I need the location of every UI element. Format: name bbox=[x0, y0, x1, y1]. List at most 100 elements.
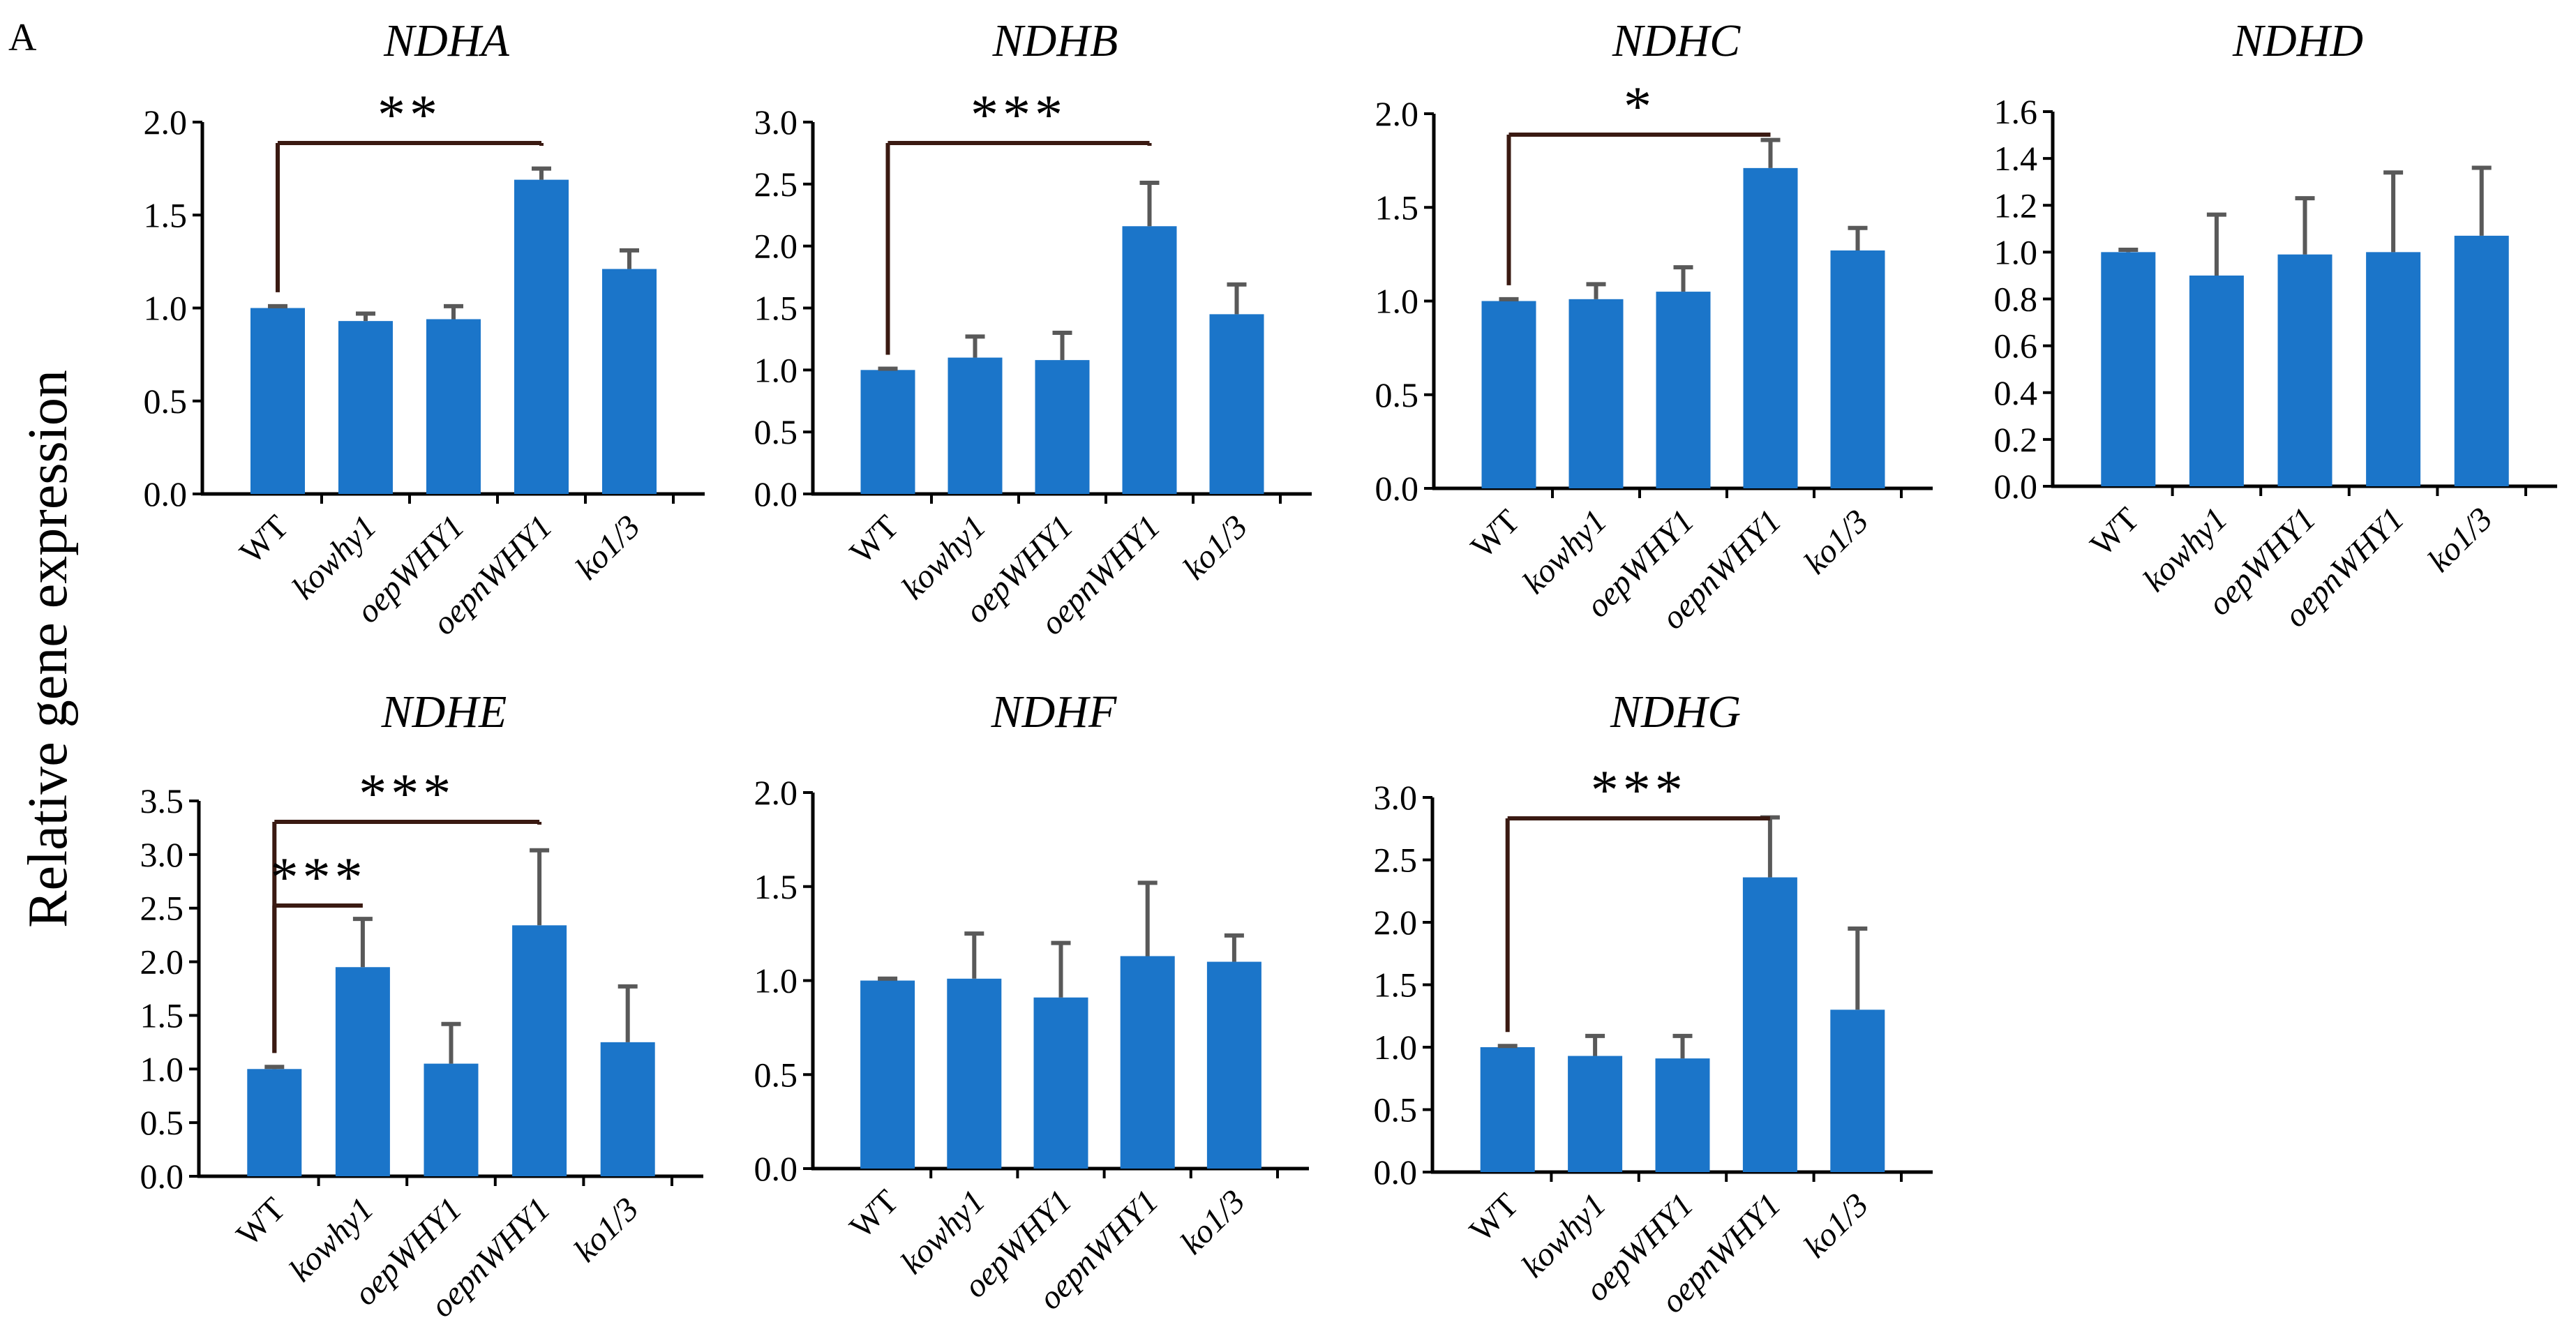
y-tick-label: 0.0 bbox=[1374, 1153, 1418, 1192]
category-label: ko1/3 bbox=[1176, 508, 1255, 587]
y-tick-label: 1.5 bbox=[144, 195, 188, 234]
bar-ko1-3 bbox=[1830, 250, 1885, 488]
y-tick-label: 0.4 bbox=[1994, 373, 2038, 412]
y-tick-label: 1.5 bbox=[1374, 966, 1418, 1005]
bar-kowhy1 bbox=[1568, 1056, 1623, 1172]
bar-kowhy1 bbox=[948, 357, 1003, 494]
bar-oepnwhy1 bbox=[512, 925, 567, 1176]
y-tick-label: 3.0 bbox=[754, 103, 798, 142]
chart-title: NDHC bbox=[1612, 15, 1741, 66]
chart-title: NDHF bbox=[991, 686, 1117, 737]
significance-label: * bbox=[1624, 76, 1656, 137]
bar-oepnwhy1 bbox=[1122, 226, 1177, 494]
y-tick-label: 1.0 bbox=[1994, 232, 2038, 271]
bar-oepnwhy1 bbox=[514, 179, 569, 494]
y-tick-label: 1.0 bbox=[144, 289, 188, 328]
y-tick-label: 2.0 bbox=[140, 943, 184, 982]
y-tick-label: 0.5 bbox=[144, 382, 188, 421]
y-tick-label: 3.0 bbox=[140, 835, 184, 874]
bar-oepwhy1 bbox=[1656, 292, 1711, 488]
category-label: WT bbox=[1462, 1186, 1525, 1249]
y-tick-label: 1.6 bbox=[1994, 92, 2038, 131]
category-label: WT bbox=[843, 508, 906, 571]
y-tick-label: 2.0 bbox=[1375, 94, 1419, 133]
y-tick-label: 1.5 bbox=[1375, 188, 1419, 227]
y-tick-label: 0.2 bbox=[1994, 420, 2038, 459]
bar-ko1-3 bbox=[1830, 1010, 1885, 1172]
bar-kowhy1 bbox=[338, 321, 393, 494]
y-tick-label: 1.5 bbox=[140, 996, 184, 1035]
chart-title: NDHD bbox=[2232, 15, 2363, 66]
bar-oepwhy1 bbox=[2277, 254, 2332, 486]
y-tick-label: 0.0 bbox=[140, 1157, 184, 1196]
y-tick-label: 0.0 bbox=[1375, 469, 1419, 508]
y-tick-label: 1.4 bbox=[1994, 139, 2038, 178]
y-tick-label: 0.6 bbox=[1994, 327, 2038, 366]
chart-ndha: NDHA0.00.51.01.52.0WTkowhy1oepWHY1oepnWH… bbox=[144, 15, 705, 642]
bar-oepwhy1 bbox=[1655, 1058, 1710, 1172]
y-tick-label: 1.0 bbox=[140, 1049, 184, 1088]
y-tick-label: 2.5 bbox=[754, 165, 798, 204]
y-tick-label: 3.5 bbox=[140, 781, 184, 820]
y-tick-label: 1.5 bbox=[754, 289, 798, 328]
y-tick-label: 0.8 bbox=[1994, 280, 2038, 319]
significance-label: *** bbox=[1591, 760, 1687, 821]
significance-label: *** bbox=[971, 84, 1067, 146]
category-label: ko1/3 bbox=[569, 508, 647, 587]
y-tick-label: 1.0 bbox=[754, 961, 798, 1000]
y-tick-label: 2.0 bbox=[754, 773, 798, 812]
y-tick-label: 0.0 bbox=[754, 1149, 798, 1188]
category-label: WT bbox=[230, 1190, 292, 1253]
category-label: ko1/3 bbox=[1797, 1186, 1875, 1265]
bar-oepwhy1 bbox=[424, 1063, 479, 1176]
y-tick-label: 0.5 bbox=[1374, 1090, 1418, 1130]
bar-wt bbox=[250, 308, 305, 494]
bar-ko1-3 bbox=[600, 1042, 655, 1176]
bar-oepnwhy1 bbox=[1120, 956, 1175, 1169]
category-label: WT bbox=[2083, 500, 2146, 563]
bar-oepnwhy1 bbox=[2366, 252, 2421, 486]
significance-label: *** bbox=[359, 763, 455, 825]
bar-wt bbox=[860, 370, 915, 494]
category-label: WT bbox=[1464, 502, 1527, 565]
y-tick-label: 0.5 bbox=[1375, 375, 1419, 414]
y-tick-label: 2.5 bbox=[140, 889, 184, 928]
y-tick-label: 2.0 bbox=[1374, 903, 1418, 942]
chart-ndhf: NDHF0.00.51.01.52.0WTkowhy1oepWHY1oepnWH… bbox=[754, 686, 1309, 1316]
y-tick-label: 0.5 bbox=[140, 1103, 184, 1142]
y-tick-label: 0.0 bbox=[1994, 467, 2038, 506]
y-tick-label: 0.5 bbox=[754, 1055, 798, 1094]
y-axis-label: Relative gene expression bbox=[17, 370, 79, 928]
category-label: ko1/3 bbox=[1797, 502, 1875, 581]
y-tick-label: 0.5 bbox=[754, 412, 798, 451]
chart-title: NDHA bbox=[383, 15, 509, 66]
category-label: WT bbox=[843, 1183, 906, 1245]
chart-title: NDHG bbox=[1610, 686, 1741, 737]
bar-oepnwhy1 bbox=[1742, 877, 1797, 1172]
y-tick-label: 2.0 bbox=[754, 227, 798, 266]
y-tick-label: 1.0 bbox=[1375, 282, 1419, 321]
chart-ndhc: NDHC0.00.51.01.52.0WTkowhy1oepWHY1oepnWH… bbox=[1375, 15, 1933, 636]
bar-kowhy1 bbox=[1568, 299, 1624, 488]
chart-ndhg: NDHG0.00.51.01.52.02.53.0WTkowhy1oepWHY1… bbox=[1374, 686, 1933, 1320]
chart-title: NDHB bbox=[992, 15, 1118, 66]
chart-ndhd: NDHD0.00.20.40.60.81.01.21.41.6WTkowhy1o… bbox=[1994, 15, 2557, 634]
bar-wt bbox=[1480, 1047, 1535, 1172]
chart-title: NDHE bbox=[381, 686, 507, 737]
category-label: ko1/3 bbox=[1174, 1183, 1252, 1261]
bar-oepwhy1 bbox=[1033, 997, 1088, 1169]
category-label: ko1/3 bbox=[567, 1190, 646, 1269]
bar-wt bbox=[247, 1069, 302, 1176]
bar-ko1-3 bbox=[602, 269, 657, 494]
y-tick-label: 2.5 bbox=[1374, 841, 1418, 880]
y-tick-label: 1.2 bbox=[1994, 186, 2038, 225]
bar-oepnwhy1 bbox=[1743, 167, 1798, 489]
bar-oepwhy1 bbox=[1035, 360, 1090, 494]
bar-oepwhy1 bbox=[426, 319, 481, 494]
significance-label: ** bbox=[377, 84, 442, 146]
bar-kowhy1 bbox=[947, 978, 1002, 1169]
bar-ko1-3 bbox=[1206, 961, 1261, 1169]
y-tick-label: 0.0 bbox=[144, 474, 188, 513]
bar-ko1-3 bbox=[2454, 235, 2509, 486]
